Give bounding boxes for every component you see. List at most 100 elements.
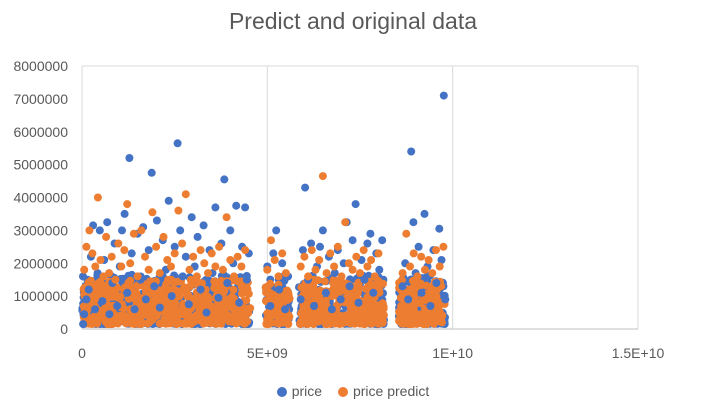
price-predict-cluster-point	[194, 278, 203, 287]
price-predict-cluster-point	[357, 305, 366, 314]
price-predict-cluster-point	[397, 302, 406, 311]
price-predict-cluster-point	[192, 294, 201, 303]
price-predict-point	[352, 252, 361, 261]
price-point	[307, 239, 316, 248]
price-predict-point	[270, 256, 279, 264]
x-tick-label: 0	[78, 345, 86, 361]
price-predict-cluster-point	[422, 281, 431, 290]
price-predict-point	[111, 275, 120, 284]
price-point	[310, 302, 318, 310]
y-tick-label: 7000000	[13, 91, 68, 107]
price-point	[211, 203, 220, 212]
price-point	[354, 298, 363, 307]
price-predict-cluster-point	[302, 319, 311, 327]
price-point	[103, 218, 112, 227]
price-predict-point	[263, 265, 272, 274]
price-point	[298, 246, 307, 255]
price-predict-point	[137, 226, 146, 235]
price-point	[301, 183, 310, 192]
price-predict-cluster-point	[126, 276, 135, 285]
price-point	[127, 249, 136, 258]
price-predict-cluster-point	[373, 308, 382, 316]
price-point	[150, 282, 159, 291]
price-point	[98, 297, 107, 306]
price-point	[80, 310, 89, 319]
price-point	[318, 226, 327, 235]
price-point	[155, 303, 164, 312]
price-point	[118, 226, 126, 235]
price-point	[196, 285, 205, 294]
price-predict-cluster-point	[320, 316, 329, 325]
price-predict-point	[281, 269, 290, 278]
price-point	[93, 269, 102, 278]
price-predict-point	[374, 249, 383, 258]
price-predict-cluster-point	[430, 313, 439, 322]
price-predict-point	[367, 256, 376, 264]
y-tick-label: 3000000	[13, 222, 68, 238]
price-point	[407, 147, 416, 156]
y-tick-label: 0	[60, 321, 68, 337]
price-predict-cluster-point	[179, 319, 188, 328]
price-predict-point	[105, 269, 114, 278]
price-predict-cluster-point	[262, 319, 271, 328]
price-predict-cluster-point	[318, 299, 327, 308]
price-point	[336, 295, 345, 304]
price-predict-point	[315, 256, 324, 264]
price-predict-point	[435, 262, 444, 271]
price-point	[82, 295, 91, 304]
price-point	[296, 295, 305, 304]
price-predict-cluster-point	[436, 300, 445, 309]
price-predict-point	[159, 232, 168, 241]
price-predict-cluster-point	[151, 294, 160, 303]
price-predict-point	[107, 252, 116, 261]
price-point	[187, 213, 196, 222]
price-predict-point	[102, 232, 111, 241]
y-tick-label: 6000000	[13, 124, 68, 140]
price-predict-point	[211, 262, 220, 271]
price-predict-cluster-point	[202, 314, 211, 323]
price-point	[84, 285, 93, 294]
price-predict-point	[189, 252, 198, 261]
price-predict-cluster-point	[168, 316, 177, 325]
price-predict-cluster-point	[284, 295, 293, 304]
price-point	[275, 285, 284, 294]
price-point	[269, 249, 278, 258]
price-point	[330, 269, 339, 278]
price-point	[105, 310, 114, 319]
y-tick-label: 8000000	[13, 58, 68, 74]
price-predict-cluster-point	[119, 304, 128, 313]
price-point	[141, 295, 150, 304]
price-predict-cluster-point	[89, 318, 97, 327]
price-predict-cluster-point	[165, 306, 174, 315]
price-predict-cluster-point	[199, 298, 208, 307]
price-predict-cluster-point	[261, 283, 270, 292]
price-point	[241, 203, 250, 212]
price-predict-point	[417, 252, 426, 261]
price-predict-point	[322, 269, 331, 278]
price-predict-point	[420, 265, 429, 274]
y-tick-label: 2000000	[13, 255, 68, 271]
legend-item-price-predict: price predict	[337, 383, 429, 399]
price-point	[414, 242, 423, 251]
price-predict-point	[114, 239, 123, 248]
price-predict-cluster-point	[348, 318, 357, 327]
price-point	[321, 288, 330, 297]
price-predict-cluster-point	[350, 305, 359, 314]
price-predict-series	[80, 172, 448, 284]
price-predict-point	[267, 236, 275, 245]
price-predict-point	[348, 265, 357, 274]
legend-marker-price-predict	[337, 387, 348, 397]
price-predict-point	[207, 249, 216, 258]
price-predict-cluster-point	[196, 305, 205, 314]
x-tick-label: 1.5E+10	[612, 345, 665, 361]
price-predict-cluster-point	[365, 294, 374, 303]
price-point	[181, 252, 190, 261]
price-point	[363, 239, 372, 248]
price-predict-point	[333, 242, 342, 251]
price-predict-point	[356, 269, 364, 278]
chart-title: Predict and original data	[228, 8, 478, 34]
price-predict-cluster-point	[116, 312, 125, 321]
price-predict-cluster-point	[274, 312, 283, 321]
price-predict-cluster-point	[183, 292, 192, 301]
